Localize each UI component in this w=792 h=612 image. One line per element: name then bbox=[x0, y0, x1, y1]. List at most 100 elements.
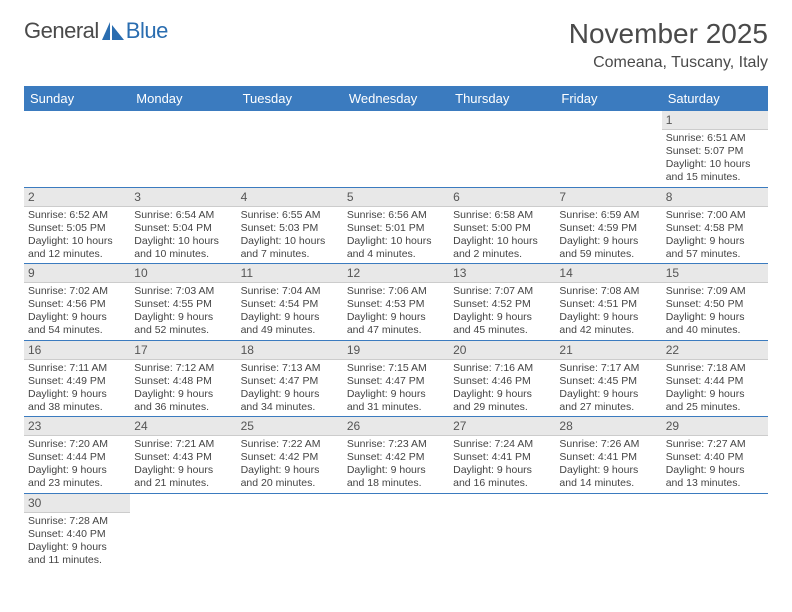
calendar-day: 16Sunrise: 7:11 AMSunset: 4:49 PMDayligh… bbox=[24, 340, 130, 417]
calendar-row: 9Sunrise: 7:02 AMSunset: 4:56 PMDaylight… bbox=[24, 264, 768, 341]
day-content: Sunrise: 7:16 AMSunset: 4:46 PMDaylight:… bbox=[449, 360, 555, 417]
day-number: 2 bbox=[24, 188, 130, 207]
day-number: 4 bbox=[237, 188, 343, 207]
calendar-day: 2Sunrise: 6:52 AMSunset: 5:05 PMDaylight… bbox=[24, 187, 130, 264]
calendar-day: 5Sunrise: 6:56 AMSunset: 5:01 PMDaylight… bbox=[343, 187, 449, 264]
day-number: 19 bbox=[343, 341, 449, 360]
calendar-empty bbox=[662, 493, 768, 569]
day-content: Sunrise: 7:26 AMSunset: 4:41 PMDaylight:… bbox=[555, 436, 661, 493]
day-number: 3 bbox=[130, 188, 236, 207]
calendar-day: 20Sunrise: 7:16 AMSunset: 4:46 PMDayligh… bbox=[449, 340, 555, 417]
weekday-header-row: SundayMondayTuesdayWednesdayThursdayFrid… bbox=[24, 86, 768, 111]
calendar-empty bbox=[555, 111, 661, 187]
day-number: 8 bbox=[662, 188, 768, 207]
calendar-day: 11Sunrise: 7:04 AMSunset: 4:54 PMDayligh… bbox=[237, 264, 343, 341]
calendar-day: 7Sunrise: 6:59 AMSunset: 4:59 PMDaylight… bbox=[555, 187, 661, 264]
day-number: 27 bbox=[449, 417, 555, 436]
day-number: 23 bbox=[24, 417, 130, 436]
calendar-day: 27Sunrise: 7:24 AMSunset: 4:41 PMDayligh… bbox=[449, 417, 555, 494]
day-number: 9 bbox=[24, 264, 130, 283]
title-block: November 2025 Comeana, Tuscany, Italy bbox=[569, 18, 768, 72]
calendar-empty bbox=[237, 111, 343, 187]
calendar-day: 6Sunrise: 6:58 AMSunset: 5:00 PMDaylight… bbox=[449, 187, 555, 264]
day-content: Sunrise: 7:23 AMSunset: 4:42 PMDaylight:… bbox=[343, 436, 449, 493]
calendar-day: 9Sunrise: 7:02 AMSunset: 4:56 PMDaylight… bbox=[24, 264, 130, 341]
day-number: 29 bbox=[662, 417, 768, 436]
day-content: Sunrise: 6:56 AMSunset: 5:01 PMDaylight:… bbox=[343, 207, 449, 264]
calendar-empty bbox=[555, 493, 661, 569]
logo-text-blue: Blue bbox=[126, 18, 168, 44]
day-number: 28 bbox=[555, 417, 661, 436]
calendar-table: SundayMondayTuesdayWednesdayThursdayFrid… bbox=[24, 86, 768, 569]
calendar-day: 21Sunrise: 7:17 AMSunset: 4:45 PMDayligh… bbox=[555, 340, 661, 417]
day-content: Sunrise: 7:07 AMSunset: 4:52 PMDaylight:… bbox=[449, 283, 555, 340]
calendar-row: 30Sunrise: 7:28 AMSunset: 4:40 PMDayligh… bbox=[24, 493, 768, 569]
page-subtitle: Comeana, Tuscany, Italy bbox=[569, 54, 768, 72]
header: General Blue November 2025 Comeana, Tusc… bbox=[24, 18, 768, 72]
calendar-day: 17Sunrise: 7:12 AMSunset: 4:48 PMDayligh… bbox=[130, 340, 236, 417]
day-number: 10 bbox=[130, 264, 236, 283]
day-content: Sunrise: 7:15 AMSunset: 4:47 PMDaylight:… bbox=[343, 360, 449, 417]
calendar-day: 22Sunrise: 7:18 AMSunset: 4:44 PMDayligh… bbox=[662, 340, 768, 417]
weekday-header: Wednesday bbox=[343, 86, 449, 111]
calendar-day: 23Sunrise: 7:20 AMSunset: 4:44 PMDayligh… bbox=[24, 417, 130, 494]
calendar-empty bbox=[449, 111, 555, 187]
day-number: 13 bbox=[449, 264, 555, 283]
calendar-row: 1Sunrise: 6:51 AMSunset: 5:07 PMDaylight… bbox=[24, 111, 768, 187]
day-content: Sunrise: 7:11 AMSunset: 4:49 PMDaylight:… bbox=[24, 360, 130, 417]
day-number: 7 bbox=[555, 188, 661, 207]
day-number: 16 bbox=[24, 341, 130, 360]
day-content: Sunrise: 7:09 AMSunset: 4:50 PMDaylight:… bbox=[662, 283, 768, 340]
calendar-day: 30Sunrise: 7:28 AMSunset: 4:40 PMDayligh… bbox=[24, 493, 130, 569]
calendar-day: 1Sunrise: 6:51 AMSunset: 5:07 PMDaylight… bbox=[662, 111, 768, 187]
day-content: Sunrise: 7:28 AMSunset: 4:40 PMDaylight:… bbox=[24, 513, 130, 570]
calendar-empty bbox=[449, 493, 555, 569]
day-content: Sunrise: 6:58 AMSunset: 5:00 PMDaylight:… bbox=[449, 207, 555, 264]
day-number: 24 bbox=[130, 417, 236, 436]
calendar-row: 2Sunrise: 6:52 AMSunset: 5:05 PMDaylight… bbox=[24, 187, 768, 264]
calendar-empty bbox=[343, 111, 449, 187]
day-content: Sunrise: 7:20 AMSunset: 4:44 PMDaylight:… bbox=[24, 436, 130, 493]
day-content: Sunrise: 7:04 AMSunset: 4:54 PMDaylight:… bbox=[237, 283, 343, 340]
day-content: Sunrise: 7:22 AMSunset: 4:42 PMDaylight:… bbox=[237, 436, 343, 493]
day-number: 30 bbox=[24, 494, 130, 513]
day-number: 18 bbox=[237, 341, 343, 360]
calendar-day: 28Sunrise: 7:26 AMSunset: 4:41 PMDayligh… bbox=[555, 417, 661, 494]
day-number: 5 bbox=[343, 188, 449, 207]
calendar-day: 10Sunrise: 7:03 AMSunset: 4:55 PMDayligh… bbox=[130, 264, 236, 341]
calendar-day: 13Sunrise: 7:07 AMSunset: 4:52 PMDayligh… bbox=[449, 264, 555, 341]
day-content: Sunrise: 7:06 AMSunset: 4:53 PMDaylight:… bbox=[343, 283, 449, 340]
calendar-empty bbox=[237, 493, 343, 569]
calendar-day: 19Sunrise: 7:15 AMSunset: 4:47 PMDayligh… bbox=[343, 340, 449, 417]
calendar-day: 14Sunrise: 7:08 AMSunset: 4:51 PMDayligh… bbox=[555, 264, 661, 341]
day-number: 22 bbox=[662, 341, 768, 360]
weekday-header: Friday bbox=[555, 86, 661, 111]
day-number: 11 bbox=[237, 264, 343, 283]
calendar-day: 18Sunrise: 7:13 AMSunset: 4:47 PMDayligh… bbox=[237, 340, 343, 417]
calendar-day: 8Sunrise: 7:00 AMSunset: 4:58 PMDaylight… bbox=[662, 187, 768, 264]
day-number: 20 bbox=[449, 341, 555, 360]
calendar-day: 12Sunrise: 7:06 AMSunset: 4:53 PMDayligh… bbox=[343, 264, 449, 341]
calendar-empty bbox=[24, 111, 130, 187]
day-content: Sunrise: 6:51 AMSunset: 5:07 PMDaylight:… bbox=[662, 130, 768, 187]
day-content: Sunrise: 7:00 AMSunset: 4:58 PMDaylight:… bbox=[662, 207, 768, 264]
weekday-header: Sunday bbox=[24, 86, 130, 111]
calendar-empty bbox=[343, 493, 449, 569]
calendar-empty bbox=[130, 493, 236, 569]
day-content: Sunrise: 7:08 AMSunset: 4:51 PMDaylight:… bbox=[555, 283, 661, 340]
day-content: Sunrise: 7:03 AMSunset: 4:55 PMDaylight:… bbox=[130, 283, 236, 340]
weekday-header: Saturday bbox=[662, 86, 768, 111]
sail-icon bbox=[102, 22, 124, 40]
day-number: 12 bbox=[343, 264, 449, 283]
logo-text-general: General bbox=[24, 18, 99, 44]
day-number: 14 bbox=[555, 264, 661, 283]
calendar-day: 29Sunrise: 7:27 AMSunset: 4:40 PMDayligh… bbox=[662, 417, 768, 494]
weekday-header: Tuesday bbox=[237, 86, 343, 111]
day-content: Sunrise: 7:02 AMSunset: 4:56 PMDaylight:… bbox=[24, 283, 130, 340]
calendar-day: 3Sunrise: 6:54 AMSunset: 5:04 PMDaylight… bbox=[130, 187, 236, 264]
day-number: 6 bbox=[449, 188, 555, 207]
day-content: Sunrise: 6:54 AMSunset: 5:04 PMDaylight:… bbox=[130, 207, 236, 264]
day-number: 17 bbox=[130, 341, 236, 360]
day-number: 26 bbox=[343, 417, 449, 436]
day-content: Sunrise: 7:18 AMSunset: 4:44 PMDaylight:… bbox=[662, 360, 768, 417]
